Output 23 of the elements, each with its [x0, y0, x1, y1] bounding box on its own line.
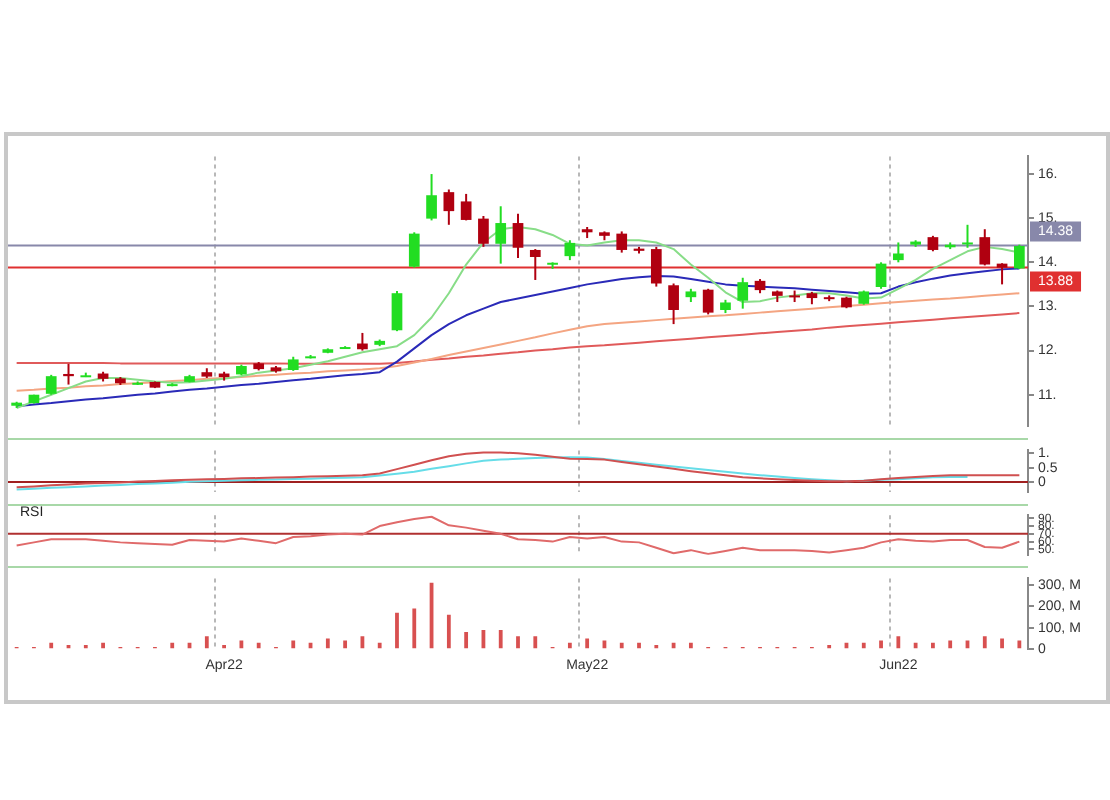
candlestick	[996, 262, 1008, 286]
candlestick	[650, 245, 662, 288]
candlestick	[478, 214, 489, 248]
candlestick	[426, 173, 437, 222]
candlestick	[45, 373, 57, 396]
candlestick	[702, 287, 714, 316]
candlestick	[979, 228, 991, 267]
candlestick	[495, 205, 507, 265]
candlestick	[668, 282, 679, 326]
candlestick	[408, 231, 420, 269]
candlestick	[564, 239, 576, 262]
candlestick	[391, 290, 403, 333]
candlestick	[63, 362, 74, 386]
candlestick	[962, 223, 973, 249]
candlestick	[616, 230, 628, 254]
candlestick	[443, 188, 455, 226]
candlestick	[460, 192, 472, 222]
candlestick	[512, 212, 524, 259]
candlestick	[892, 241, 904, 264]
candlestick	[737, 276, 749, 310]
candlestick	[529, 248, 541, 281]
candlestick	[875, 261, 887, 290]
candlestick	[1014, 243, 1025, 270]
